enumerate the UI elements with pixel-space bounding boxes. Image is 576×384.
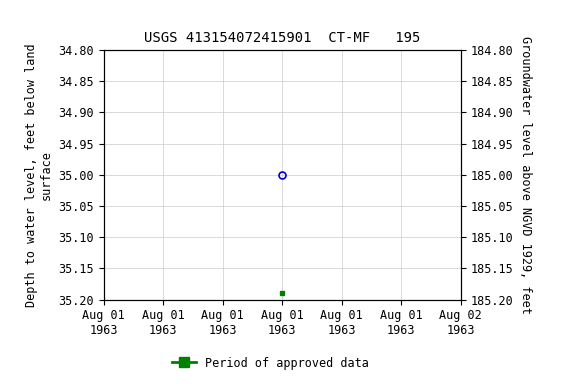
Title: USGS 413154072415901  CT-MF   195: USGS 413154072415901 CT-MF 195 bbox=[144, 31, 420, 45]
Y-axis label: Depth to water level, feet below land
surface: Depth to water level, feet below land su… bbox=[25, 43, 53, 306]
Y-axis label: Groundwater level above NGVD 1929, feet: Groundwater level above NGVD 1929, feet bbox=[519, 36, 532, 314]
Legend: Period of approved data: Period of approved data bbox=[168, 352, 374, 374]
